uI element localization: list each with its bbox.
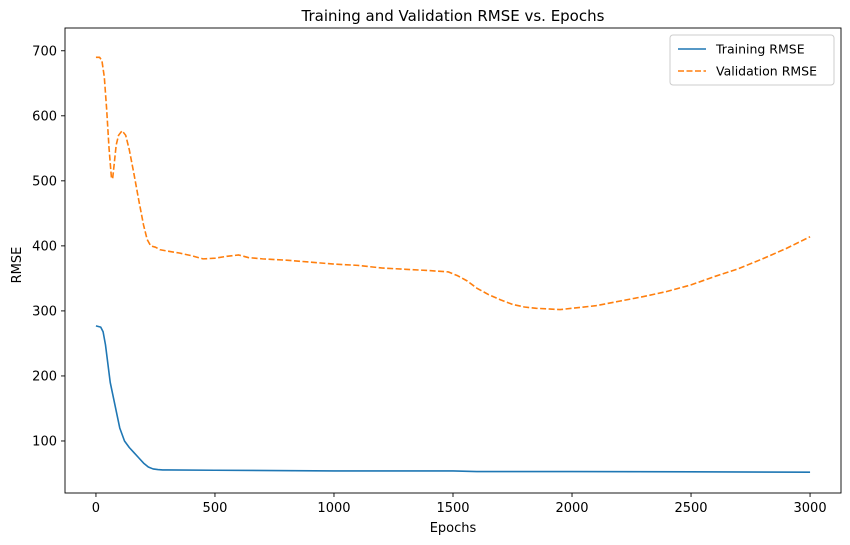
legend-label: Validation RMSE xyxy=(716,64,817,79)
chart-title: Training and Validation RMSE vs. Epochs xyxy=(301,7,605,25)
x-tick-label: 2500 xyxy=(674,501,707,516)
y-tick-label: 400 xyxy=(32,239,57,254)
x-tick-label: 2000 xyxy=(555,501,588,516)
x-tick-label: 500 xyxy=(203,501,228,516)
y-axis-title: RMSE xyxy=(10,247,25,284)
legend: Training RMSE Validation RMSE xyxy=(669,34,835,86)
x-tick-label: 3000 xyxy=(794,501,827,516)
y-tick-label: 200 xyxy=(32,369,57,384)
y-tick-label: 100 xyxy=(32,434,57,449)
x-axis: 0 500 1000 1500 2000 2500 3000 xyxy=(92,493,827,516)
legend-box xyxy=(669,34,835,86)
legend-label: Training RMSE xyxy=(715,42,805,57)
x-tick-label: 1000 xyxy=(317,501,350,516)
y-tick-label: 600 xyxy=(32,109,57,124)
x-axis-title: Epochs xyxy=(430,521,477,536)
y-axis: 100 200 300 400 500 600 700 xyxy=(32,44,65,449)
y-tick-label: 700 xyxy=(32,44,57,59)
x-tick-label: 1500 xyxy=(436,501,469,516)
y-tick-label: 500 xyxy=(32,174,57,189)
x-tick-label: 0 xyxy=(92,501,100,516)
y-tick-label: 300 xyxy=(32,304,57,319)
series-line-2 xyxy=(95,56,811,311)
series-line-1 xyxy=(95,325,811,473)
